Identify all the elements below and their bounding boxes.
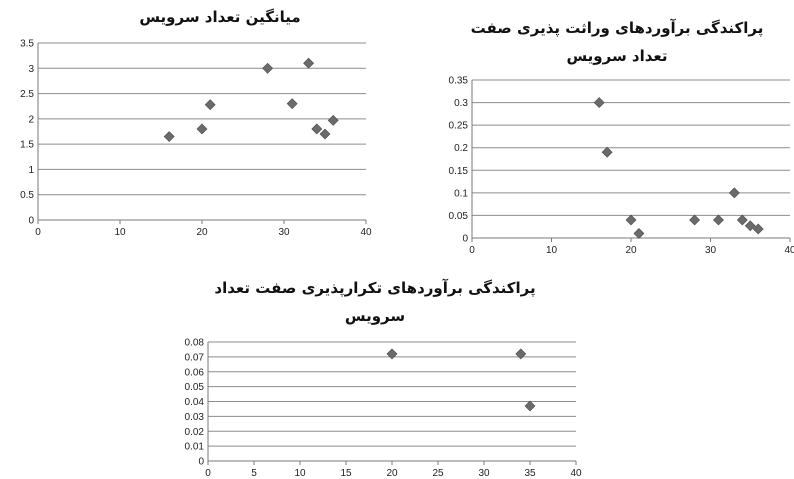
data-point <box>262 62 274 74</box>
data-point <box>327 114 339 126</box>
x-tick-label: 10 <box>546 245 558 256</box>
y-tick-label: 0.03 <box>185 412 205 423</box>
x-tick-label: 20 <box>196 227 208 238</box>
y-tick-label: 0.1 <box>454 188 468 199</box>
data-point <box>515 348 527 360</box>
chart-plot: 0 0.01 0.02 0.03 0.04 0.05 0.06 0.07 0.08 0 5 10 15 2… <box>185 338 582 479</box>
y-tick-label: 0.08 <box>185 338 205 349</box>
data-point <box>633 228 645 239</box>
data-point <box>286 98 298 110</box>
chart-title: پراکندگی برآوردهای تکرارپذیری صفت تعداد … <box>200 274 550 330</box>
y-tick-label: 1.5 <box>20 140 34 151</box>
x-tick-label: 25 <box>432 468 444 479</box>
data-point <box>319 128 331 140</box>
chart-mean-service-count: میانگین تعداد سرویس 0 0.5 1 1.5 2 2.5 3 3.5 0 10 2… <box>0 0 380 245</box>
x-tick-label: 40 <box>784 245 794 256</box>
x-tick-label: 15 <box>340 468 352 479</box>
y-tick-label: 0.5 <box>20 190 34 201</box>
chart-repeatability-scatter: پراکندگی برآوردهای تکرارپذیری صفت تعداد … <box>160 268 590 479</box>
data-point <box>689 214 701 226</box>
data-point <box>163 131 175 142</box>
data-point <box>386 348 398 360</box>
x-tick-label: 30 <box>478 468 490 479</box>
y-tick-label: 2 <box>28 114 34 125</box>
x-tick-label: 35 <box>524 468 536 479</box>
data-point <box>744 220 756 232</box>
data-point <box>728 187 740 199</box>
data-point <box>601 146 613 158</box>
chart-plot: 0 0.5 1 1.5 2 2.5 3 3.5 0 10 20 30 40 <box>20 39 372 239</box>
chart-plot: 0 0.05 0.1 0.15 0.2 0.25 0.3 0.35 0 10 20 30 40 <box>449 76 794 257</box>
data-point <box>524 400 536 412</box>
x-tick-label: 0 <box>469 245 475 256</box>
y-tick-label: 1 <box>28 165 34 176</box>
y-tick-label: 0.05 <box>449 211 469 222</box>
x-tick-label: 20 <box>625 245 637 256</box>
x-tick-label: 5 <box>251 468 257 479</box>
y-tick-label: 3 <box>28 64 34 75</box>
chart-title-line-1: پراکندگی برآوردهای وراثت پذیری صفت <box>470 19 764 37</box>
chart-title-line-1: پراکندگی برآوردهای تکرارپذیری صفت تعداد <box>214 279 536 297</box>
data-point <box>204 99 216 111</box>
y-tick-label: 0.3 <box>454 98 468 109</box>
y-tick-label: 0 <box>198 457 204 468</box>
y-tick-label: 0 <box>28 216 34 227</box>
data-point <box>196 123 208 135</box>
y-tick-label: 0.02 <box>185 427 205 438</box>
y-tick-label: 0.05 <box>185 382 205 393</box>
y-tick-label: 0.07 <box>185 352 205 363</box>
data-point <box>303 57 315 69</box>
y-tick-label: 0.35 <box>449 76 469 87</box>
x-tick-label: 40 <box>570 468 582 479</box>
x-tick-label: 40 <box>360 227 372 238</box>
y-tick-label: 0.25 <box>449 121 469 132</box>
chart-title: میانگین تعداد سرویس <box>80 8 360 26</box>
x-tick-label: 20 <box>386 468 398 479</box>
x-tick-label: 0 <box>205 468 211 479</box>
chart-heritability-scatter: پراکندگی برآوردهای وراثت پذیری صفت تعداد… <box>400 0 794 257</box>
x-tick-label: 0 <box>35 227 41 238</box>
y-tick-label: 3.5 <box>20 39 34 50</box>
data-point <box>736 214 748 226</box>
chart-title-text: میانگین تعداد سرویس <box>139 8 301 26</box>
x-tick-label: 10 <box>294 468 306 479</box>
chart-title: پراکندگی برآوردهای وراثت پذیری صفت تعداد… <box>440 14 794 70</box>
data-point <box>593 97 605 108</box>
y-tick-label: 0.2 <box>454 143 468 154</box>
x-tick-label: 30 <box>278 227 290 238</box>
y-tick-label: 2.5 <box>20 89 34 100</box>
chart-title-line-2: تعداد سرویس <box>566 47 668 65</box>
y-tick-label: 0.04 <box>185 397 205 408</box>
y-tick-label: 0.01 <box>185 442 205 453</box>
data-point <box>625 214 637 226</box>
x-tick-label: 30 <box>705 245 717 256</box>
y-tick-label: 0.15 <box>449 166 469 177</box>
y-tick-label: 0.06 <box>185 367 205 378</box>
data-point <box>752 223 764 235</box>
data-point <box>713 214 724 226</box>
data-point <box>311 123 323 135</box>
x-tick-label: 10 <box>114 227 126 238</box>
chart-title-line-2: سرویس <box>344 307 406 325</box>
y-tick-label: 0 <box>462 234 468 245</box>
